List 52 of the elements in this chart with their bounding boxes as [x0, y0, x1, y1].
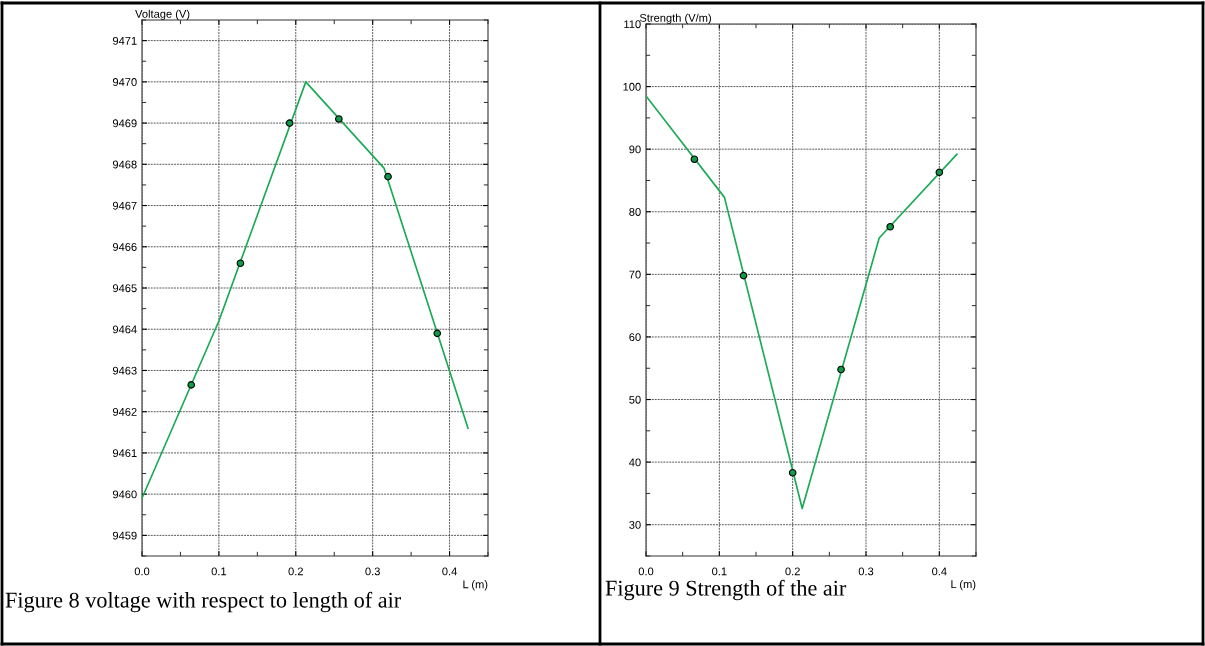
x-tick-label: 0.1 — [712, 567, 727, 576]
y-tick-label: 9471 — [112, 36, 137, 45]
point — [886, 222, 895, 231]
point — [236, 259, 245, 268]
y-tick-label: 9461 — [112, 449, 137, 458]
y-tick-label: 60 — [629, 333, 641, 342]
point — [690, 155, 699, 164]
y-tick-label: 9465 — [112, 284, 137, 293]
x-tick-label: 0.4 — [442, 567, 457, 576]
y-tick-label: 40 — [629, 458, 641, 467]
x-tick-label: 0.4 — [932, 567, 947, 576]
point — [285, 119, 294, 127]
y-tick-label: 9470 — [112, 78, 137, 86]
line-series — [646, 95, 958, 510]
y-tick-label: 9466 — [112, 243, 137, 251]
y-tick-label: 9468 — [112, 160, 137, 169]
point — [384, 172, 392, 181]
y-tick-label: 9464 — [112, 325, 137, 334]
y-tick-label: 9469 — [112, 119, 137, 128]
y-tick-label: 9459 — [112, 531, 137, 540]
point — [433, 329, 442, 338]
point — [788, 468, 797, 477]
x-tick-label: 0.0 — [638, 567, 654, 576]
caption: Figure 9 Strength of the air — [605, 579, 847, 601]
y-tick-label: 110 — [624, 20, 641, 29]
x-tick-label: 0.3 — [365, 567, 380, 576]
y-tick-label: 30 — [629, 520, 641, 529]
x-axis-title: L (m) — [463, 580, 488, 591]
y-tick-label: 9460 — [112, 490, 137, 499]
x-tick-label: 0.2 — [785, 567, 800, 576]
y-tick-label: 90 — [629, 145, 641, 154]
y-tick-label: 9467 — [112, 201, 137, 210]
y-tick-label: 50 — [629, 395, 641, 404]
point — [739, 271, 748, 280]
y-axis-title: Voltage (V) — [135, 9, 190, 20]
x-tick-label: 0.3 — [858, 567, 874, 576]
y-tick-label: 9463 — [112, 366, 137, 375]
y-tick-label: 100 — [623, 82, 641, 91]
point — [935, 168, 944, 177]
y-axis-title: Strength (V/m) — [639, 13, 711, 24]
y-tick-label: 80 — [629, 208, 641, 216]
point — [335, 115, 343, 123]
caption: Figure 8 voltage with respect to length of air — [5, 591, 401, 613]
x-tick-label: 0.1 — [211, 567, 227, 576]
line-series — [142, 81, 469, 500]
x-axis-title: L (m) — [951, 579, 976, 591]
x-tick-label: 0.0 — [134, 567, 150, 576]
point — [837, 365, 845, 374]
x-tick-label: 0.2 — [288, 567, 303, 576]
y-tick-label: 9462 — [112, 407, 137, 416]
y-tick-label: 70 — [629, 270, 641, 279]
point — [187, 381, 196, 389]
